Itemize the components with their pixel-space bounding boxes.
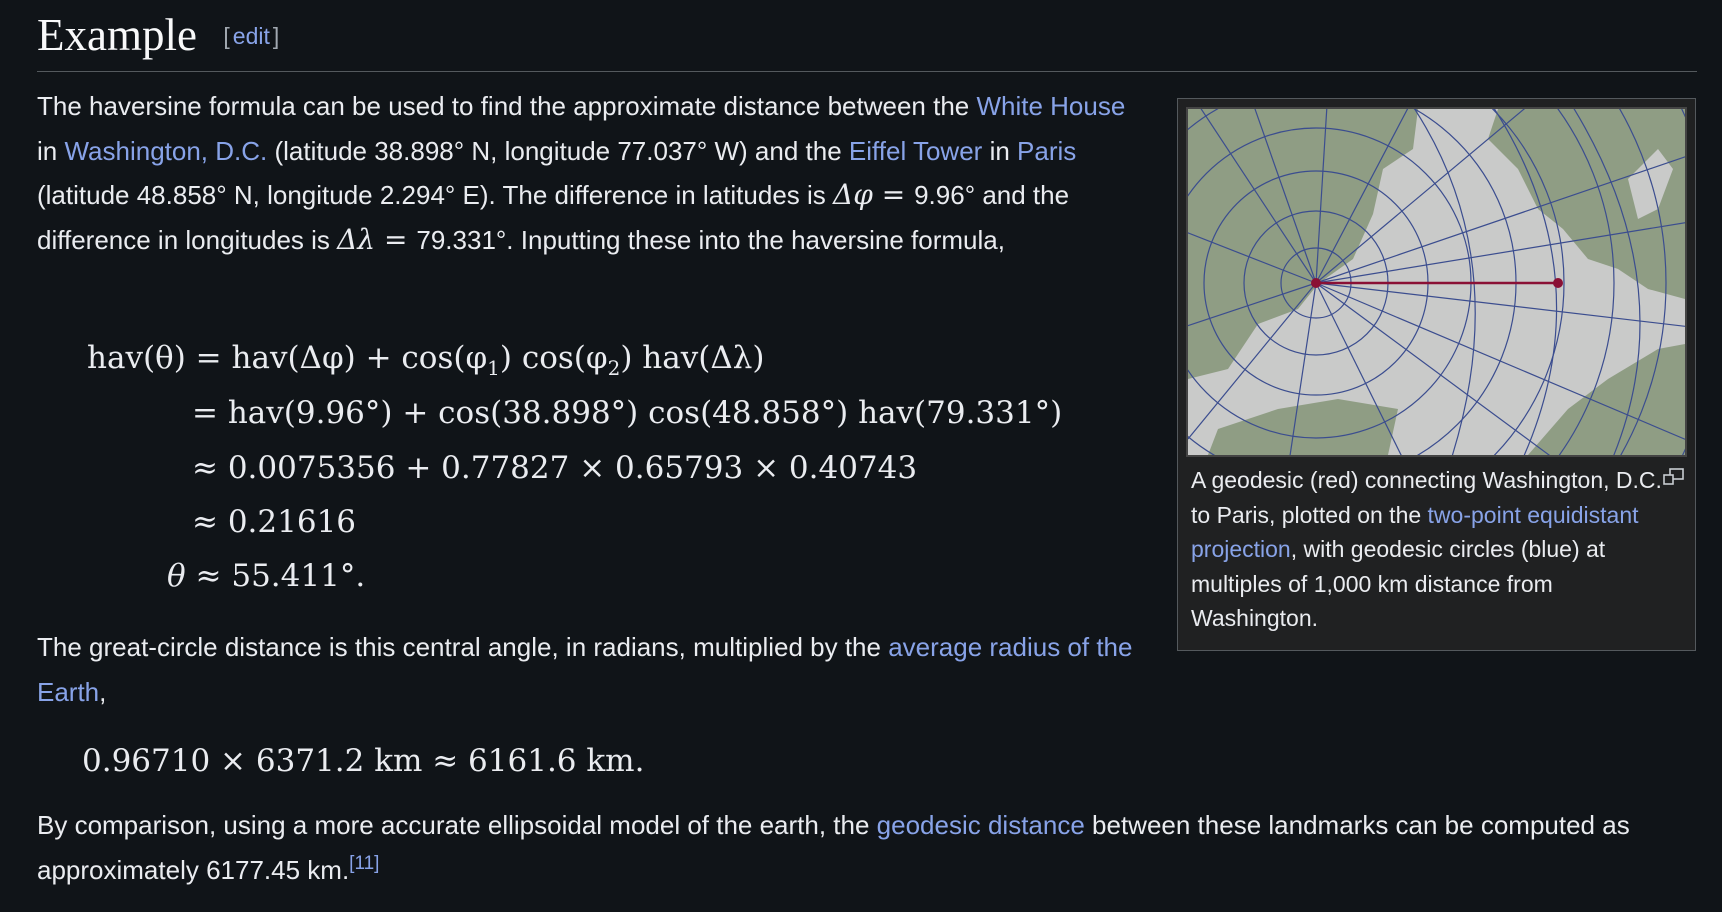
haversine-formula: hav(θ) = hav(Δφ) + cos(φ1) cos(φ2) hav(Δ…: [0, 0, 1100, 620]
intro-paragraph: The haversine formula can be used to fin…: [37, 84, 1137, 263]
formula-rhs: ≈ 55.411°.: [185, 558, 366, 594]
text: , with geodesic circles (blue) at multip…: [1191, 536, 1606, 631]
distance-formula: 0.96710 × 6371.2 km ≈ 6161.6 km.: [82, 743, 645, 779]
text: in: [982, 135, 1018, 166]
earth-radius-link[interactable]: average radius of the Earth: [37, 632, 1133, 707]
text: The haversine formula can be used to fin…: [37, 91, 977, 121]
equals-sign: =: [872, 178, 915, 212]
formula-line-2: = hav(9.96°) + cos(38.898°) cos(48.858°)…: [192, 395, 1063, 431]
projection-map-image[interactable]: [1186, 107, 1687, 457]
text: (latitude 38.898° N, longitude 77.037° W…: [267, 135, 849, 166]
edit-link[interactable]: edit: [232, 23, 270, 49]
text: 79.331°. Inputting these into the havers…: [416, 225, 1005, 256]
section-title: Example: [37, 10, 197, 60]
text: in: [37, 135, 65, 166]
eiffel-tower-link[interactable]: Eiffel Tower: [848, 135, 983, 166]
map-caption: A geodesic (red) connecting Washington, …: [1191, 463, 1686, 636]
map-svg: [1188, 109, 1685, 455]
washington-link[interactable]: Washington, D.C.: [64, 135, 268, 166]
two-point-projection-link[interactable]: two-point equidistant projection: [1191, 501, 1639, 563]
subscript: 2: [607, 356, 621, 381]
formula-lhs: θ: [167, 558, 186, 594]
formula-rhs: = hav(Δφ) + cos(φ: [195, 340, 488, 376]
text: ,: [99, 676, 107, 707]
delta-phi-symbol: Δφ: [833, 178, 873, 212]
text: By comparison, using a more accurate ell…: [37, 810, 877, 840]
text: The great-circle distance is this centra…: [37, 632, 889, 662]
formula-rhs: ) cos(φ: [499, 340, 608, 376]
distance-paragraph: The great-circle distance is this centra…: [37, 625, 1137, 714]
white-house-link[interactable]: White House: [976, 91, 1126, 121]
formula-rhs: ) hav(Δλ): [620, 340, 765, 376]
delta-lambda-symbol: Δλ: [337, 223, 376, 257]
formula-line-5: θ ≈ 55.411°.: [167, 556, 365, 596]
text: 9.96° and the difference in longitudes i…: [37, 180, 1070, 256]
section-heading: Example [edit]: [37, 6, 1697, 72]
formula-line-4: ≈ 0.21616: [192, 504, 357, 540]
edit-section: [edit]: [223, 23, 279, 50]
magnify-icon[interactable]: [1663, 468, 1685, 486]
equals-sign: =: [375, 223, 417, 257]
edit-bracket-close: ]: [272, 23, 280, 49]
formula-line-3: ≈ 0.0075356 + 0.77827 × 0.65793 × 0.4074…: [192, 450, 918, 486]
comparison-paragraph: By comparison, using a more accurate ell…: [37, 803, 1697, 892]
text: (latitude 48.858° N, longitude 2.294° E)…: [37, 180, 833, 211]
formula-lhs: hav(θ): [87, 340, 186, 376]
text: between these landmarks can be computed …: [37, 810, 1630, 885]
subscript: 1: [487, 356, 500, 381]
formula-line-1: hav(θ) = hav(Δφ) + cos(φ1) cos(φ2) hav(Δ…: [87, 338, 764, 388]
edit-bracket-open: [: [223, 23, 230, 49]
geodesic-distance-link[interactable]: geodesic distance: [876, 810, 1085, 840]
map-figure: A geodesic (red) connecting Washington, …: [1177, 98, 1696, 651]
paris-link[interactable]: Paris: [1017, 135, 1077, 166]
text: A geodesic (red) connecting Washington, …: [1191, 467, 1662, 528]
reference-link[interactable]: [11]: [349, 852, 380, 874]
